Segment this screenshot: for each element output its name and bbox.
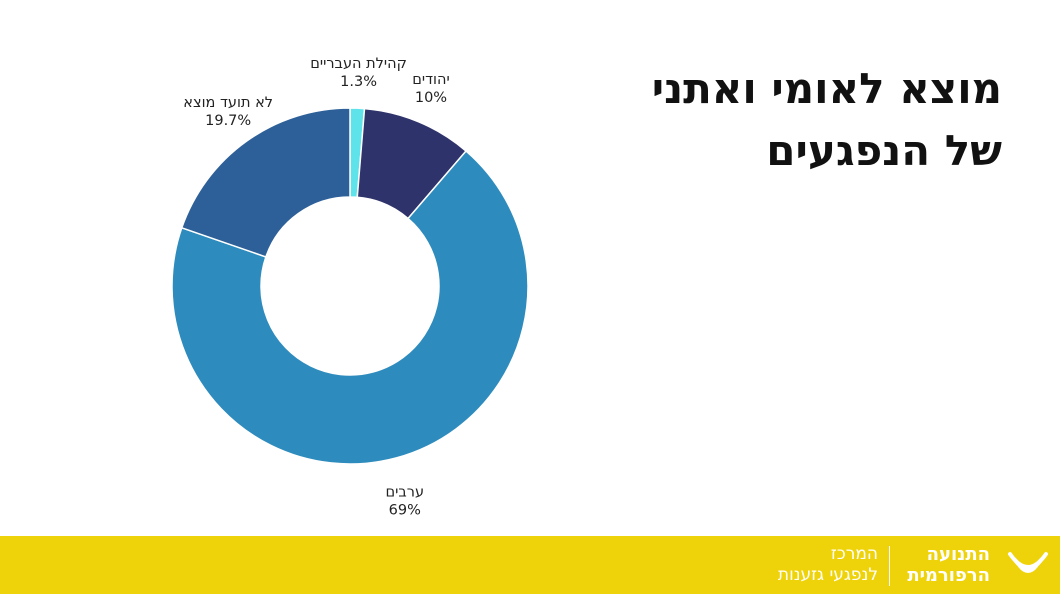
slide-title-line-2: של הנפגעים [766,126,1002,175]
slice-label-2: ערבים [386,485,425,501]
slice-label-0: קהילת העבריים [310,56,407,72]
donut-labels: קהילת העבריים 1.3% יהודים 10% ערבים 69% לא תוע… [183,56,449,519]
org-name: התנועה הרפורמית [907,544,990,586]
donut-slice-3 [180,107,351,258]
slice-value-1: 10% [415,90,447,106]
slice-label-1: יהודים [412,72,449,88]
donut-slice-2 [171,149,529,465]
slice-value-3: 19.7% [205,113,251,129]
slide-title: מוצא לאומי ואתני של הנפגעים [582,58,1002,182]
org-name-line-1: התנועה [926,544,990,565]
org-name-line-2: הרפורמית [907,565,990,586]
slice-label-3: לא תועד מוצא [183,95,273,111]
donut-chart: קהילת העבריים 1.3% יהודים 10% ערבים 69% לא תוע… [171,56,529,519]
center-name: המרכז לנפגעי גזענות [778,544,878,586]
reform-movement-logo-icon [1008,552,1048,573]
center-name-line-1: המרכז [830,544,878,564]
footer-bar: התנועה הרפורמית המרכז לנפגעי גזענות [0,536,1060,594]
footer-divider [889,546,890,586]
slice-value-0: 1.3% [340,74,377,90]
slide-title-line-1: מוצא לאומי ואתני [651,64,1002,113]
donut-slices [171,107,529,465]
slice-value-2: 69% [389,503,421,519]
center-name-line-2: לנפגעי גזענות [777,565,878,585]
